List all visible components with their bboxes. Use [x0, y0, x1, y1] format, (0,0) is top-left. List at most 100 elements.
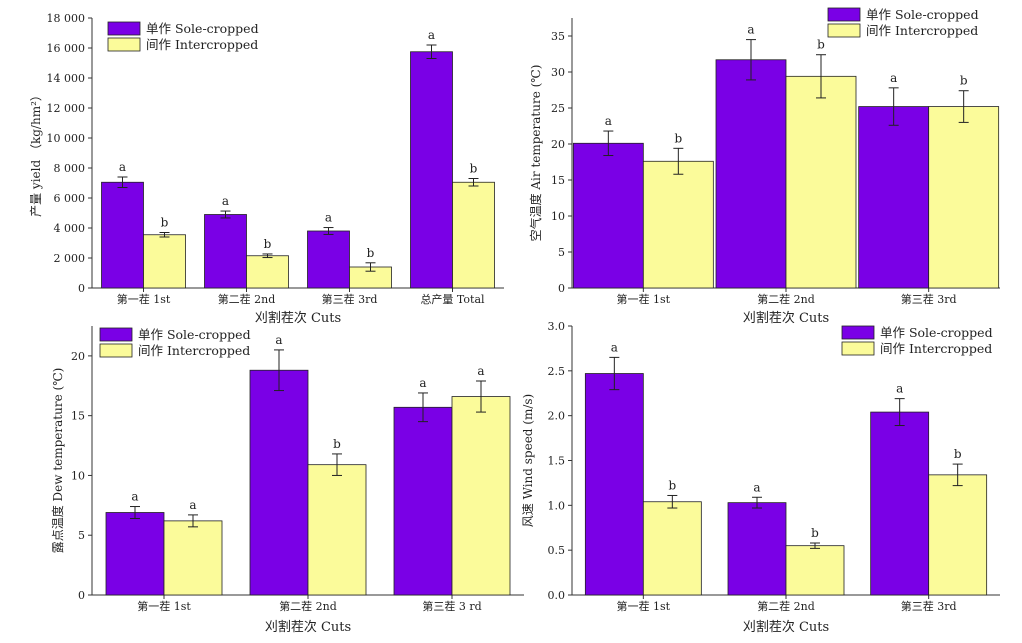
y-tick-label: 2 000	[54, 252, 86, 265]
x-tick-label: 第三茬 3 rd	[422, 599, 481, 613]
y-tick-label: 35	[551, 30, 565, 43]
x-tick-label: 第一茬 1st	[617, 599, 671, 613]
y-axis-label: 露点温度 Dew temperature (℃)	[50, 368, 65, 554]
bar-intercropped	[163, 520, 223, 596]
y-tick-label: 15	[71, 410, 85, 423]
x-tick-label: 第一茬 1st	[117, 292, 171, 306]
y-tick-label: 18 000	[47, 12, 86, 25]
bar-intercropped	[642, 160, 714, 289]
bar-sole-cropped	[249, 369, 309, 596]
bar-intercropped	[642, 501, 702, 596]
y-axis-label: 空气温度 Air temperature (℃)	[528, 65, 543, 242]
chart-panel-yield: 0 2 000 4 000 6 000 8 000 10 000 12 000 14 000 1…	[29, 12, 504, 326]
significance-letter: a	[611, 340, 618, 354]
significance-letter: a	[419, 376, 426, 390]
significance-letter: a	[896, 382, 903, 396]
x-tick-label: 总产量 Total	[420, 292, 485, 306]
significance-letter: a	[477, 364, 484, 378]
bar-sole-cropped	[393, 406, 453, 596]
y-tick-label: 0.5	[548, 544, 566, 557]
bar-intercropped	[785, 545, 845, 596]
y-tick-label: 2.5	[548, 365, 566, 378]
significance-letter: b	[960, 74, 968, 88]
legend-label: 单作 Sole-cropped	[880, 325, 993, 340]
x-tick-label: 第一茬 1st	[137, 599, 191, 613]
y-tick-label: 20	[551, 138, 565, 151]
significance-letter: b	[264, 237, 272, 251]
significance-letter: a	[605, 114, 612, 128]
x-axis-label: 刈割茬次 Cuts	[255, 310, 341, 326]
y-tick-label: 0	[558, 282, 565, 295]
y-tick-label: 4 000	[54, 222, 86, 235]
y-tick-label: 3.0	[548, 320, 566, 333]
y-tick-label: 0	[78, 589, 85, 602]
significance-letter: a	[890, 71, 897, 85]
y-tick-label: 1.5	[548, 455, 566, 468]
chart-panel-wind: 0.0 0.5 1.0 1.5 2.0 2.5 3.0 第一茬 1st a b 第二茬 2nd a b 第…	[521, 320, 1000, 635]
legend-swatch	[841, 325, 875, 340]
significance-letter: b	[811, 526, 819, 540]
y-tick-label: 2.0	[548, 410, 566, 423]
x-axis-label: 刈割茬次 Cuts	[743, 619, 829, 635]
y-tick-label: 10	[71, 469, 85, 482]
bar-intercropped	[307, 464, 367, 596]
y-axis-label: 产量 yield （kg/hm²）	[29, 89, 43, 217]
y-tick-label: 0	[78, 282, 85, 295]
bar-sole-cropped	[105, 512, 165, 596]
significance-letter: a	[747, 23, 754, 37]
significance-letter: a	[119, 160, 126, 174]
significance-letter: b	[668, 478, 676, 492]
legend-label: 单作 Sole-cropped	[146, 21, 259, 36]
significance-letter: b	[674, 131, 682, 145]
bar-intercropped	[451, 396, 511, 596]
significance-letter: a	[428, 28, 435, 42]
significance-letter: a	[189, 498, 196, 512]
bar-sole-cropped	[715, 59, 787, 289]
x-tick-label: 第一茬 1st	[617, 292, 671, 306]
y-tick-label: 25	[551, 102, 565, 115]
y-tick-label: 20	[71, 350, 85, 363]
significance-letter: b	[161, 216, 169, 230]
legend-swatch	[827, 23, 861, 38]
y-tick-label: 0.0	[548, 589, 566, 602]
legend-swatch	[99, 327, 133, 342]
legend-swatch	[99, 343, 133, 358]
bar-intercropped	[785, 75, 857, 289]
bar-sole-cropped	[870, 411, 930, 596]
y-tick-label: 12 000	[47, 102, 86, 115]
significance-letter: a	[275, 333, 282, 347]
legend-swatch	[107, 21, 141, 36]
bar-intercropped	[143, 234, 186, 289]
x-axis-label: 刈割茬次 Cuts	[743, 310, 829, 326]
significance-letter: a	[131, 490, 138, 504]
y-tick-label: 5	[78, 529, 85, 542]
x-tick-label: 第二茬 2nd	[218, 292, 276, 306]
bar-intercropped	[246, 255, 289, 289]
legend-swatch	[107, 37, 141, 52]
y-tick-label: 8 000	[54, 162, 86, 175]
legend-label: 间作 Intercropped	[866, 23, 978, 38]
bar-intercropped	[928, 106, 1000, 289]
legend-label: 单作 Sole-cropped	[138, 327, 251, 342]
bar-sole-cropped	[101, 181, 144, 289]
x-axis-label: 刈割茬次 Cuts	[265, 619, 351, 635]
chart-panel-dew: 0 5 10 15 20 第一茬 1st a a 第二茬 2nd a b 第三茬 3 rd a a 刈割茬次…	[50, 326, 524, 635]
y-tick-label: 5	[558, 246, 565, 259]
bar-sole-cropped	[727, 502, 787, 596]
x-tick-label: 第三茬 3rd	[901, 599, 957, 613]
legend-label: 间作 Intercropped	[880, 341, 992, 356]
chart-panel-air: 0 5 10 15 20 25 30 35 第一茬 1st a b 第二茬 2nd a b 第三茬 3rd a…	[528, 7, 1000, 326]
significance-letter: b	[367, 246, 375, 260]
x-tick-label: 第三茬 3rd	[901, 292, 957, 306]
legend-swatch	[841, 341, 875, 356]
x-tick-label: 第二茬 2nd	[757, 292, 815, 306]
legend-swatch	[827, 7, 861, 22]
bar-sole-cropped	[572, 142, 644, 289]
bar-sole-cropped	[584, 373, 644, 596]
y-tick-label: 15	[551, 174, 565, 187]
